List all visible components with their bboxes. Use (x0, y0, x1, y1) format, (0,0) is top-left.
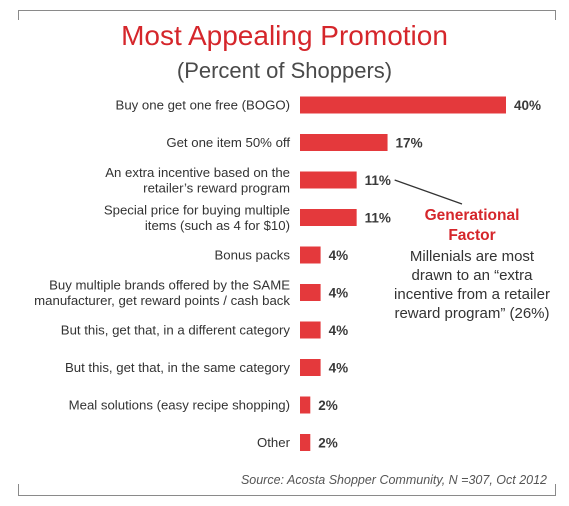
bar (300, 246, 321, 264)
bar (300, 321, 321, 339)
value-label: 11% (365, 173, 391, 188)
category-label: But this, get that, in a different categ… (61, 323, 291, 338)
category-label: An extra incentive based on the retailer’… (105, 165, 290, 196)
value-label: 4% (329, 361, 349, 376)
frame-top-left-tick (18, 10, 19, 20)
value-label: 4% (329, 323, 349, 338)
bar (300, 396, 311, 414)
callout-title: Generational Factor (424, 207, 520, 244)
source-note: Source: Acosta Shopper Community, N =307… (240, 473, 547, 487)
category-label: Bonus packs (214, 248, 290, 263)
frame-bottom-border (18, 495, 556, 496)
bar (300, 284, 321, 301)
chart-title: Most Appealing Promotion (121, 20, 448, 51)
value-label: 2% (318, 436, 338, 451)
callout-text: Millenials are most drawn to an “extra i… (394, 248, 550, 322)
value-label: 40% (514, 98, 541, 113)
frame-bottom-left-tick (18, 484, 19, 496)
category-label: Buy one get one free (BOGO) (116, 98, 290, 113)
category-label: Other (257, 435, 291, 450)
bar (300, 134, 388, 151)
value-label: 2% (318, 398, 338, 413)
bar (300, 209, 357, 226)
category-label: Get one item 50% off (166, 135, 290, 150)
frame-top-right-tick (555, 10, 556, 20)
value-label: 4% (329, 286, 349, 301)
frame-top-border (18, 10, 556, 11)
value-label: 4% (329, 248, 349, 263)
category-label: But this, get that, in the same category (65, 360, 290, 375)
frame-bottom-right-tick (555, 484, 556, 496)
callout-leader-line (394, 179, 463, 205)
category-label: Meal solutions (easy recipe shopping) (69, 398, 290, 413)
value-label: 11% (365, 211, 391, 226)
value-label: 17% (396, 136, 423, 151)
bar (300, 359, 321, 376)
bar (300, 96, 506, 114)
chart-subtitle: (Percent of Shoppers) (176, 58, 393, 83)
bar (300, 434, 311, 451)
category-label: Buy multiple brands offered by the SAME m… (34, 277, 290, 308)
bar (300, 171, 357, 189)
category-label: Special price for buying multiple items (… (104, 202, 290, 233)
